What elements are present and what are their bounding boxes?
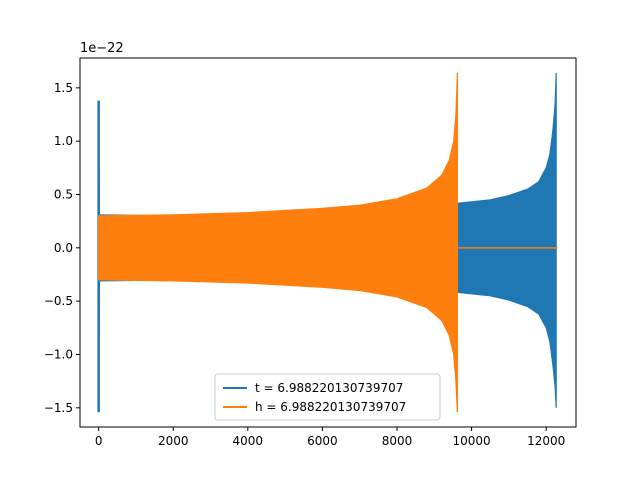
- x-axis: 0 2000 4000 6000 8000 10000 12000: [95, 427, 565, 448]
- x-tick-label: 6000: [307, 434, 338, 448]
- legend-label: h = 6.988220130739707: [255, 400, 406, 414]
- x-tick-label: 12000: [527, 434, 565, 448]
- series-h-oscillation: [98, 72, 458, 413]
- legend-label: t = 6.988220130739707: [255, 381, 403, 395]
- y-tick-label: −1.5: [44, 401, 73, 415]
- x-tick-label: 10000: [452, 434, 490, 448]
- x-tick-label: 2000: [158, 434, 189, 448]
- y-tick-label: 0.0: [54, 241, 73, 255]
- y-tick-label: −0.5: [44, 294, 73, 308]
- axes-frame: [79, 57, 577, 428]
- y-tick-label: 1.5: [54, 81, 73, 95]
- y-tick-label: 0.5: [54, 188, 73, 202]
- legend-box: [214, 373, 441, 421]
- y-offset-label: 1e−22: [80, 41, 124, 56]
- x-tick-label: 8000: [382, 434, 413, 448]
- x-tick-label: 4000: [233, 434, 264, 448]
- y-axis: −1.5 −1.0 −0.5 0.0 0.5 1.0 1.5: [44, 81, 80, 415]
- plot-area: [97, 72, 558, 413]
- legend: t = 6.988220130739707 h = 6.9882201307397…: [214, 373, 441, 421]
- x-tick-label: 0: [95, 434, 103, 448]
- y-tick-label: 1.0: [54, 134, 73, 148]
- y-tick-label: −1.0: [44, 347, 73, 361]
